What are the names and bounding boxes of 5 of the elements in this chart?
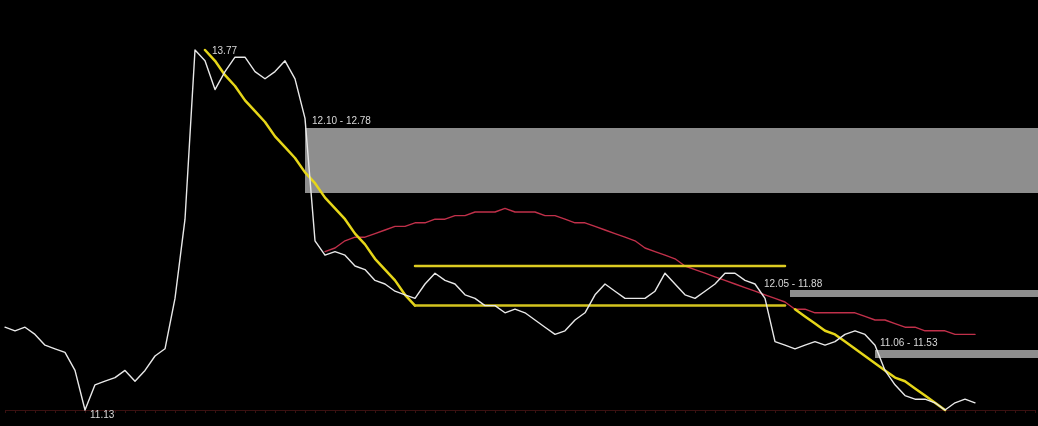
annotation: 12.05 - 11.88 — [764, 278, 823, 289]
annotation: 12.10 - 12.78 — [312, 115, 372, 126]
annotation: 11.06 - 11.53 — [880, 337, 938, 348]
annotation: 13.77 — [212, 45, 238, 56]
annotation: 11.13 — [90, 409, 115, 420]
